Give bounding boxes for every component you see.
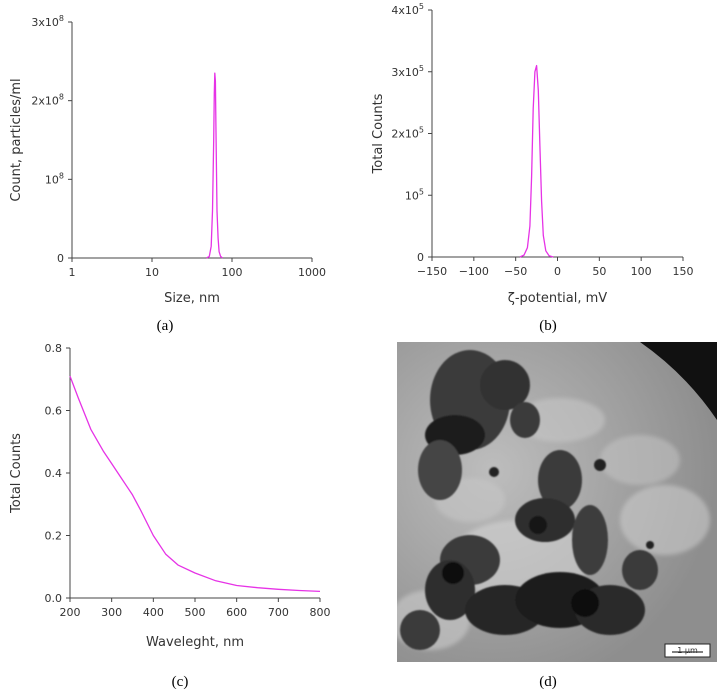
y-tick-label: 0.8 [45, 342, 63, 355]
x-tick-label: 400 [143, 606, 164, 619]
x-axis-title: ζ-potential, mV [508, 291, 608, 306]
chart-c: 200 300 400 500 600 700 800 0.0 0.2 0.4 0.6 0.8 Wave… [9, 342, 331, 650]
scale-bar-label: 1 µm [677, 646, 698, 655]
x-tick-label: 600 [226, 606, 247, 619]
scale-bar-box [664, 643, 711, 658]
chart-b: −150 −100 −50 0 50 100 150 0 105 2x105 3x105 4x105 ζ… [371, 2, 694, 306]
tem-micrograph: 1 µm [397, 342, 717, 662]
x-tick-label: 500 [185, 606, 206, 619]
x-tick-label: 150 [673, 265, 694, 278]
x-tick-label: 1 [69, 266, 76, 279]
series-line [519, 64, 554, 258]
y-tick-label: 0.0 [45, 592, 63, 605]
x-tick-label: 200 [60, 606, 81, 619]
panel-b: −150 −100 −50 0 50 100 150 0 105 2x105 3x105 4x105 ζ… [371, 2, 694, 334]
y-axis-title: Total Counts [9, 433, 24, 514]
chart-a: 1 10 100 1000 0 108 2x108 3x108 Size, nm Count, p… [9, 14, 326, 306]
x-axis-title: Size, nm [164, 291, 220, 306]
caption-b: (b) [539, 318, 557, 334]
x-tick-label: −100 [459, 265, 489, 278]
y-tick-label: 2x105 [391, 126, 424, 141]
y-tick-label: 105 [405, 187, 424, 202]
panel-a: 1 10 100 1000 0 108 2x108 3x108 Size, nm Count, p… [9, 14, 326, 334]
x-tick-label: 700 [268, 606, 289, 619]
y-axis-title: Total Counts [371, 93, 386, 174]
y-tick-label: 0.4 [45, 467, 63, 480]
y-axis-title: Count, particles/ml [9, 78, 24, 201]
y-tick-label: 108 [45, 171, 64, 186]
x-tick-label: −150 [417, 265, 447, 278]
series-line [69, 375, 321, 593]
y-tick-label: 4x105 [391, 2, 424, 17]
panel-d: 1 µm (d) [397, 342, 717, 690]
x-tick-label: 10 [145, 266, 159, 279]
x-tick-label: 1000 [298, 266, 326, 279]
x-axis-title: Waveleght, nm [146, 635, 244, 650]
y-tick-label: 3x105 [391, 64, 424, 79]
panel-c: 200 300 400 500 600 700 800 0.0 0.2 0.4 0.6 0.8 Wave… [9, 342, 331, 690]
series-line [206, 72, 223, 259]
caption-a: (a) [157, 318, 174, 334]
y-tick-label: 0 [57, 252, 64, 265]
x-tick-label: 100 [222, 266, 243, 279]
x-tick-label: 300 [101, 606, 122, 619]
y-tick-label: 0 [417, 251, 424, 264]
y-tick-label: 2x108 [31, 93, 64, 108]
y-tick-label: 0.6 [45, 405, 63, 418]
x-tick-label: −50 [504, 265, 527, 278]
y-tick-label: 0.2 [45, 530, 63, 543]
x-tick-label: 100 [631, 265, 652, 278]
x-tick-label: 0 [554, 265, 561, 278]
caption-d: (d) [539, 674, 557, 690]
x-tick-label: 50 [592, 265, 606, 278]
x-tick-label: 800 [310, 606, 331, 619]
y-tick-label: 3x108 [31, 14, 64, 29]
caption-c: (c) [172, 674, 189, 690]
